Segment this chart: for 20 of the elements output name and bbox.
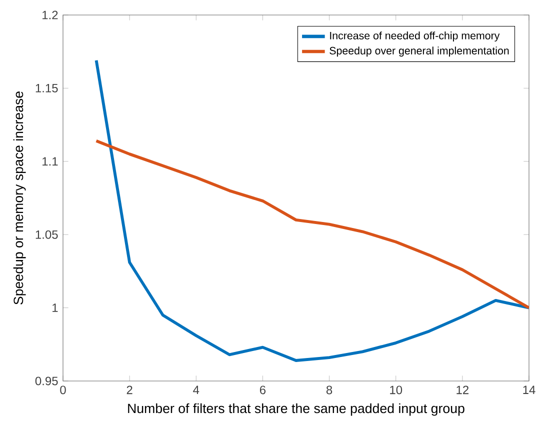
line-series bbox=[94, 58, 529, 362]
y-tick-label: 1 bbox=[52, 304, 58, 312]
line-series bbox=[94, 139, 529, 310]
x-tick-label: 0 bbox=[60, 386, 66, 394]
x-tick-label: 8 bbox=[326, 386, 332, 394]
legend-label: Speedup over general implementation bbox=[330, 46, 509, 57]
y-tick-label: 1.1 bbox=[42, 157, 58, 166]
x-tick-label: 2 bbox=[126, 386, 132, 394]
x-axis-title: Number of filters that share the same padded input group bbox=[128, 403, 464, 416]
x-tick-label: 14 bbox=[523, 386, 536, 394]
x-tick-label: 6 bbox=[260, 386, 266, 394]
y-axis-title: Speedup or memory space increase bbox=[13, 92, 26, 304]
y-tick-label: 1.2 bbox=[42, 10, 58, 20]
y-tick-label: 1.15 bbox=[36, 84, 58, 92]
x-tick-label: 12 bbox=[456, 386, 468, 394]
x-tick-label: 10 bbox=[390, 386, 402, 394]
legend-label: Increase of needed off-chip memory bbox=[330, 32, 500, 42]
y-tick-label: 0.95 bbox=[35, 376, 58, 386]
x-tick-label: 4 bbox=[193, 386, 200, 394]
y-tick-label: 1.05 bbox=[36, 230, 58, 239]
